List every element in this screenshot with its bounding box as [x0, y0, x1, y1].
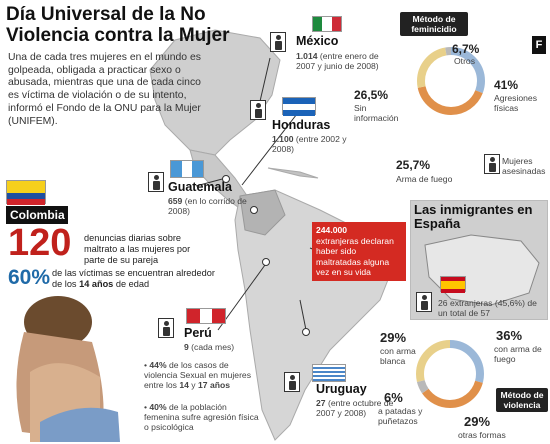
fem-pct-2: 26,5% — [354, 88, 389, 102]
peru-text: 9 (cada mes) — [184, 342, 235, 352]
caribbean-islands — [267, 167, 319, 179]
vio-pct-0: 29% — [380, 330, 407, 345]
uruguay-name: Uruguay — [316, 382, 367, 396]
intro-text: Una de cada tres mujeres en el mundo es … — [8, 52, 201, 127]
mexico-text: 1.014 (entre enero de 2007 y junio de 20… — [296, 51, 379, 71]
page-title: Día Universal de la No Violencia contra … — [6, 4, 230, 46]
peru-person-icon — [158, 318, 174, 338]
guatemala-marker — [222, 175, 230, 183]
mexico-flag — [312, 16, 342, 32]
fem-text-3: Arma de fuego — [396, 174, 453, 184]
fem-pct-0: 6,7% — [452, 42, 480, 56]
mexico-name: México — [296, 34, 339, 48]
espana-foot: 26 extranjeras (45,6%) de un total de 57 — [438, 298, 537, 318]
peru-marker — [262, 258, 270, 266]
uruguay-person-icon — [284, 372, 300, 392]
honduras-text: 1.100 (entre 2002 y 2008) — [272, 134, 347, 154]
woman-illustration — [16, 296, 120, 442]
fem-legend: Mujeres asesinadas — [502, 156, 546, 176]
guatemala-person-icon — [148, 172, 164, 192]
fem-text-1: Agresiones físicas — [494, 93, 537, 113]
vio-text-3: otras formas — [458, 430, 506, 440]
fem-text-2: Sin información — [354, 103, 399, 123]
vio-pct-1: 36% — [496, 328, 523, 343]
colombia-flag — [6, 180, 46, 205]
honduras-person-icon — [250, 100, 266, 120]
honduras-name: Honduras — [272, 118, 331, 132]
uruguay-marker — [302, 328, 310, 336]
espana-red-box: 244.000 extranjeras declaran haber sido … — [312, 222, 406, 281]
colombia-big-number: 120 — [8, 222, 72, 264]
peru-flag — [186, 308, 226, 324]
fem-pct-1: 41% — [494, 78, 519, 92]
honduras-flag — [282, 97, 316, 116]
violencia-label: Método de violencia — [496, 388, 548, 412]
publisher-logo: F — [532, 36, 546, 54]
peru-name: Perú — [184, 326, 212, 340]
colombia-big-text: denuncias diarias sobre maltrato a las m… — [84, 233, 191, 265]
spain-flag — [440, 276, 466, 293]
mujeres-asesinadas-icon — [484, 154, 500, 174]
violencia-ring — [416, 340, 484, 408]
peru-bullet-2: • 40% de la población femenina sufre agr… — [144, 402, 259, 432]
guatemala-text: 659 (en lo corrido de 2008) — [168, 196, 247, 216]
pointer-lines — [195, 57, 331, 331]
espana-title: Las inmigrantes en España — [414, 202, 533, 231]
vio-text-1: con arma de fuego — [494, 344, 542, 364]
north-america-shape — [149, 29, 281, 156]
colombia-pct: 60% — [8, 266, 51, 289]
vio-pct-2: 6% — [384, 390, 403, 405]
peru-bullet-1: • 44% de los casos de violencia Sexual e… — [144, 360, 252, 390]
fem-pct-3: 25,7% — [396, 158, 431, 172]
espana-person-icon — [416, 292, 432, 312]
vio-text-0: con arma blanca — [380, 346, 416, 366]
feminicidio-ring — [417, 47, 485, 115]
vio-pct-3: 29% — [464, 414, 491, 429]
colombia-label: Colombia — [6, 206, 68, 224]
colombia-marker — [250, 206, 258, 214]
vio-text-2: a patadas y puñetazos — [378, 406, 423, 426]
uruguay-text: 27 (entre octubre de 2007 y 2008) — [316, 398, 394, 418]
colombia-pct-text: de las víctimas se encuentran alrededor … — [52, 268, 215, 289]
mexico-person-icon — [270, 32, 286, 52]
fem-text-0: Otros — [454, 56, 476, 66]
uruguay-flag — [312, 364, 346, 382]
feminicidio-label: Método de feminicidio — [400, 12, 468, 36]
guatemala-name: Guatemala — [168, 180, 232, 194]
guatemala-flag — [170, 160, 204, 178]
colombia-highlight — [239, 189, 286, 236]
